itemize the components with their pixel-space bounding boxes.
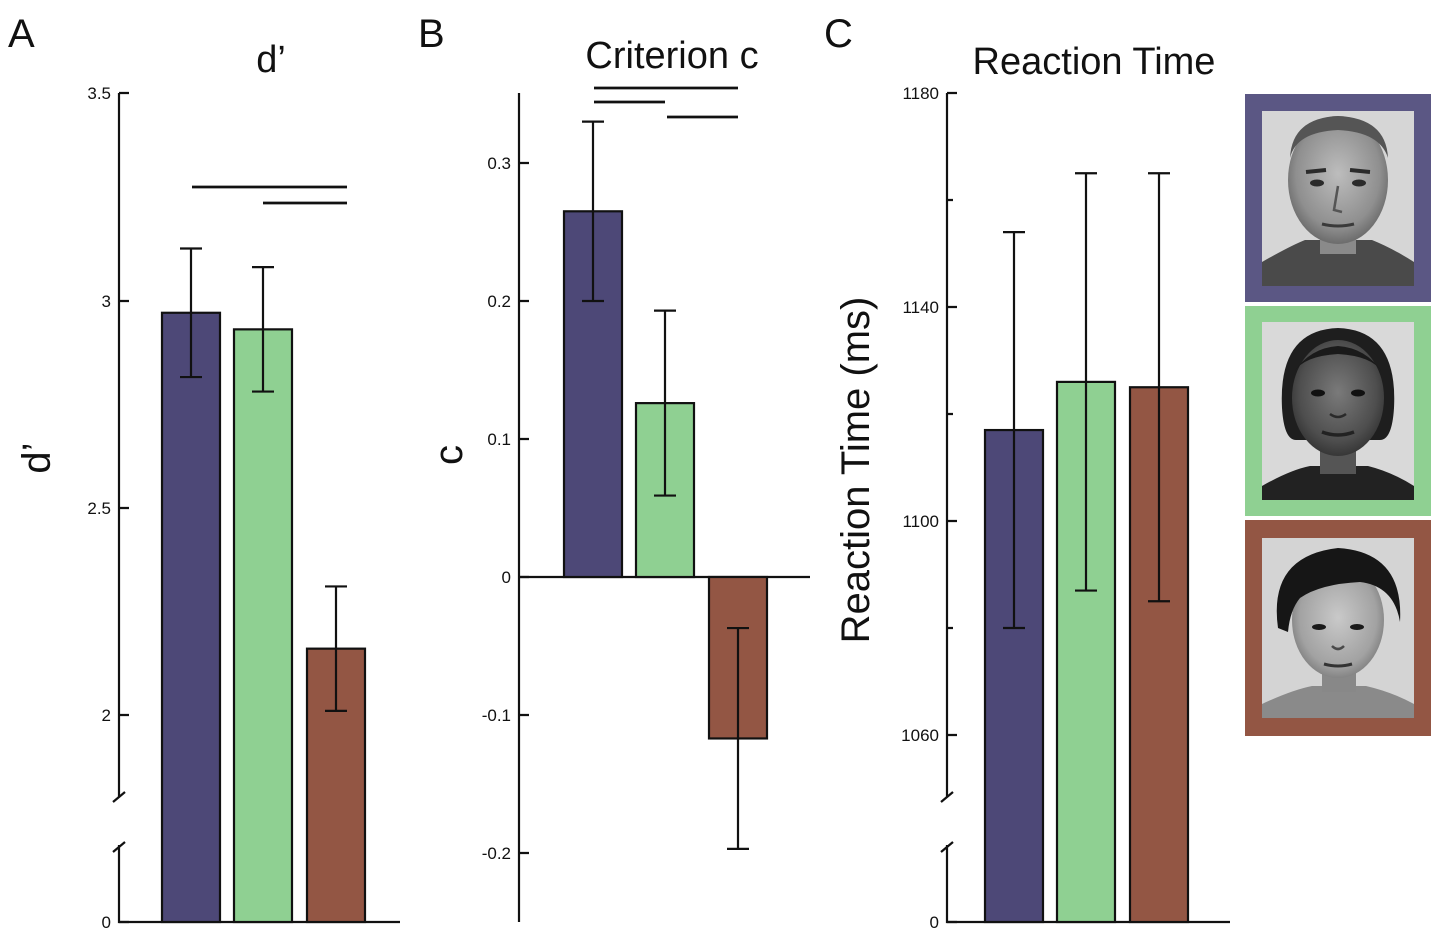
face-3-head	[1292, 562, 1384, 678]
face-2-eye-right	[1351, 389, 1365, 397]
face-3-eye-left	[1312, 624, 1326, 630]
face-2-head	[1292, 340, 1384, 456]
panel-c-axis-break	[940, 791, 954, 853]
panel-label-a: A	[8, 12, 35, 56]
panel-c-tick-label: 1100	[902, 512, 939, 531]
panel-a-bar-2	[232, 328, 294, 924]
panel-b-tick-label: 0.3	[487, 154, 511, 173]
face-2-mouth	[1321, 430, 1355, 437]
face-1-nose	[1332, 185, 1343, 214]
face-1-clothing	[1262, 240, 1414, 286]
panel-c-error-bar-1	[1003, 231, 1025, 630]
panel-b-tick-label: -0.1	[482, 706, 511, 725]
panel-c-title: Reaction Time	[973, 41, 1216, 83]
panel-label-c: C	[824, 12, 853, 56]
legend-entry-3	[1245, 520, 1431, 736]
panel-a-error-bar-1	[180, 247, 202, 379]
legend-entry-2	[1245, 306, 1431, 516]
panel-c-tick-label: 1180	[902, 84, 939, 103]
panel-a-title: d’	[256, 39, 286, 81]
panel-a: A d’ d’ 3.5 3 2.5 2 0	[8, 12, 400, 930]
panel-a-tick-label: 2.5	[87, 499, 111, 518]
panel-a-bar-1	[160, 311, 222, 924]
panel-a-tick-label: 3.5	[87, 84, 111, 103]
face-2-eye-left	[1311, 389, 1325, 397]
face-2-hairline	[1294, 346, 1382, 372]
panel-label-b: B	[418, 12, 445, 56]
panel-a-tick-label: 2	[102, 706, 111, 725]
face-2-clothing	[1262, 466, 1414, 500]
panel-a-ylabel: d’	[15, 442, 59, 473]
face-3-mouth	[1323, 662, 1353, 668]
panel-b-ticks	[519, 161, 529, 855]
panel-a-ticks	[119, 91, 129, 924]
legend-entry-1	[1245, 94, 1431, 302]
face-1-hair	[1290, 116, 1388, 158]
panel-a-axis-break	[112, 791, 126, 853]
face-2-nose	[1329, 412, 1347, 419]
panel-c-tick-label: 0	[930, 913, 939, 930]
face-1-eye-left	[1310, 179, 1324, 187]
panel-c-minor-ticks	[947, 198, 953, 630]
panel-b-title: Criterion c	[585, 35, 758, 77]
panel-b-error-bar-1	[582, 120, 604, 303]
face-3-clothing	[1262, 686, 1414, 718]
face-1-eye-right	[1352, 179, 1366, 187]
face-1-brows	[1305, 168, 1371, 174]
face-3-eye-right	[1350, 624, 1364, 630]
panel-b-error-bar-3	[727, 626, 749, 850]
panel-b: B Criterion c c 0.3 0.2 0.1 0 -0.1 -0.2	[418, 12, 810, 922]
panel-c-error-bar-2	[1075, 172, 1097, 592]
panel-c-tick-label: 1140	[902, 298, 939, 317]
panel-b-tick-label: 0	[502, 568, 511, 587]
panel-b-tick-label: 0.1	[487, 430, 511, 449]
panel-b-error-bar-2	[654, 309, 676, 497]
face-legend	[1245, 94, 1431, 736]
face-3-hair	[1276, 548, 1401, 632]
panel-a-tick-label: 0	[102, 913, 111, 930]
panel-b-tick-label: 0.2	[487, 292, 511, 311]
panel-c: C Reaction Time Reaction Time (ms) 1180 …	[824, 12, 1230, 930]
panel-a-error-bar-2	[252, 266, 274, 393]
panel-b-ylabel: c	[427, 445, 471, 465]
panel-a-error-bar-3	[325, 585, 347, 712]
panel-a-tick-label: 3	[102, 292, 111, 311]
panel-b-tick-label: -0.2	[482, 844, 511, 863]
panel-c-error-bar-3	[1148, 172, 1170, 603]
panel-c-major-ticks	[947, 91, 957, 924]
face-3-nose	[1331, 645, 1345, 651]
face-1-mouth	[1321, 222, 1355, 228]
panel-c-ylabel: Reaction Time (ms)	[834, 297, 878, 644]
face-1-head	[1288, 116, 1388, 244]
panel-c-tick-label: 1060	[901, 726, 939, 745]
